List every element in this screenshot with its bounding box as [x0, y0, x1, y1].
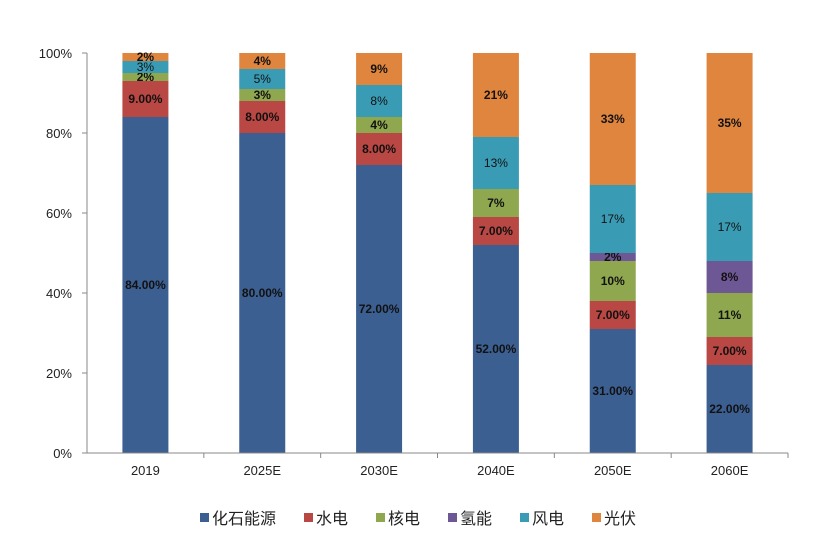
bar-segment	[239, 133, 286, 453]
data-label: 13%	[484, 156, 508, 170]
stacked-bar-chart: 84.00%9.00%2%3%2%201980.00%8.00%3%5%4%20…	[39, 46, 789, 478]
bar-segment	[589, 185, 636, 253]
bar-segment	[706, 261, 753, 293]
data-label: 22.00%	[709, 402, 750, 416]
data-label: 7.00%	[479, 224, 513, 238]
legend-swatch	[303, 512, 313, 522]
y-tick-label: 60%	[46, 206, 72, 221]
data-label: 33%	[601, 112, 625, 126]
bar-segment	[356, 53, 403, 85]
bar-segment	[239, 53, 286, 69]
bar-segment	[122, 117, 169, 453]
data-label: 8%	[721, 270, 739, 284]
data-label: 2%	[604, 250, 622, 264]
bar-segment	[356, 117, 403, 133]
data-label: 7.00%	[713, 344, 747, 358]
bar-segment	[472, 245, 519, 453]
bar-segment	[589, 329, 636, 453]
bar-segment	[122, 73, 169, 81]
bar-segment	[472, 137, 519, 189]
legend-swatch	[520, 512, 530, 522]
bar-segment	[472, 189, 519, 217]
data-label: 7%	[487, 196, 505, 210]
bar-segment	[589, 53, 636, 185]
data-label: 84.00%	[125, 278, 166, 292]
legend-label: 氢能	[460, 509, 493, 528]
y-tick-label: 0%	[53, 446, 72, 461]
legend-swatch	[448, 512, 457, 522]
bar-segment	[356, 165, 403, 453]
bar-segment	[356, 85, 403, 117]
data-label: 5%	[254, 72, 272, 86]
bar-segment	[589, 301, 636, 329]
data-label: 10%	[601, 274, 625, 288]
legend-swatch	[199, 512, 209, 522]
data-label: 80.00%	[242, 286, 283, 300]
bar-segment	[122, 61, 169, 73]
data-label: 4%	[370, 118, 388, 132]
bar-segment	[239, 69, 286, 89]
legend-label: 光伏	[604, 509, 637, 528]
legend-swatch	[375, 512, 385, 522]
y-tick-label: 100%	[39, 46, 73, 61]
legend-label: 水电	[315, 509, 348, 528]
data-label: 8.00%	[245, 110, 279, 124]
bar-segment	[706, 53, 753, 193]
data-label: 17%	[718, 220, 742, 234]
legend: 化石能源 水电 核电 氢能 风电 光伏	[0, 505, 836, 529]
x-tick-label: 2040E	[477, 463, 515, 478]
legend-item: 风电	[520, 505, 564, 529]
data-label: 11%	[718, 308, 742, 322]
bar-segment	[706, 293, 753, 337]
data-label: 7.00%	[596, 308, 630, 322]
bar-segment	[122, 53, 169, 61]
legend-label: 化石能源	[211, 509, 276, 528]
data-label: 31.00%	[592, 384, 633, 398]
data-label: 21%	[484, 88, 508, 102]
legend-label: 风电	[532, 509, 565, 528]
legend-item: 光伏	[592, 505, 636, 529]
legend-item: 水电	[303, 505, 348, 529]
data-label: 3%	[137, 60, 155, 74]
data-label: 17%	[601, 212, 625, 226]
bar-segment	[589, 261, 636, 301]
data-label: 52.00%	[476, 342, 517, 356]
bar-segment	[589, 253, 636, 261]
bar-segment	[706, 365, 753, 453]
legend-item: 氢能	[448, 505, 492, 529]
x-tick-label: 2019	[131, 463, 160, 478]
data-label: 2%	[137, 70, 155, 84]
y-tick-label: 80%	[46, 126, 72, 141]
bar-segment	[239, 101, 286, 133]
x-tick-label: 2025E	[243, 463, 281, 478]
legend-swatch	[592, 512, 602, 522]
bar-segment	[472, 53, 519, 137]
bar-segment	[239, 89, 286, 101]
bar-segment	[706, 193, 753, 261]
legend-item: 化石能源	[199, 505, 276, 529]
data-label: 4%	[254, 54, 272, 68]
bar-segment	[356, 133, 403, 165]
y-tick-label: 20%	[46, 366, 72, 381]
y-tick-label: 40%	[46, 286, 72, 301]
data-label: 9%	[370, 62, 388, 76]
data-label: 8%	[370, 94, 388, 108]
data-label: 2%	[137, 50, 155, 64]
data-label: 3%	[254, 88, 272, 102]
data-label: 72.00%	[359, 302, 400, 316]
bar-segment	[472, 217, 519, 245]
legend-item: 核电	[375, 505, 420, 529]
x-tick-label: 2030E	[360, 463, 398, 478]
x-tick-label: 2050E	[594, 463, 632, 478]
legend-label: 核电	[387, 509, 420, 528]
bar-segment	[706, 337, 753, 365]
x-tick-label: 2060E	[711, 463, 749, 478]
data-label: 8.00%	[362, 142, 396, 156]
data-label: 35%	[718, 116, 742, 130]
bar-segment	[122, 81, 169, 117]
data-label: 9.00%	[128, 92, 162, 106]
